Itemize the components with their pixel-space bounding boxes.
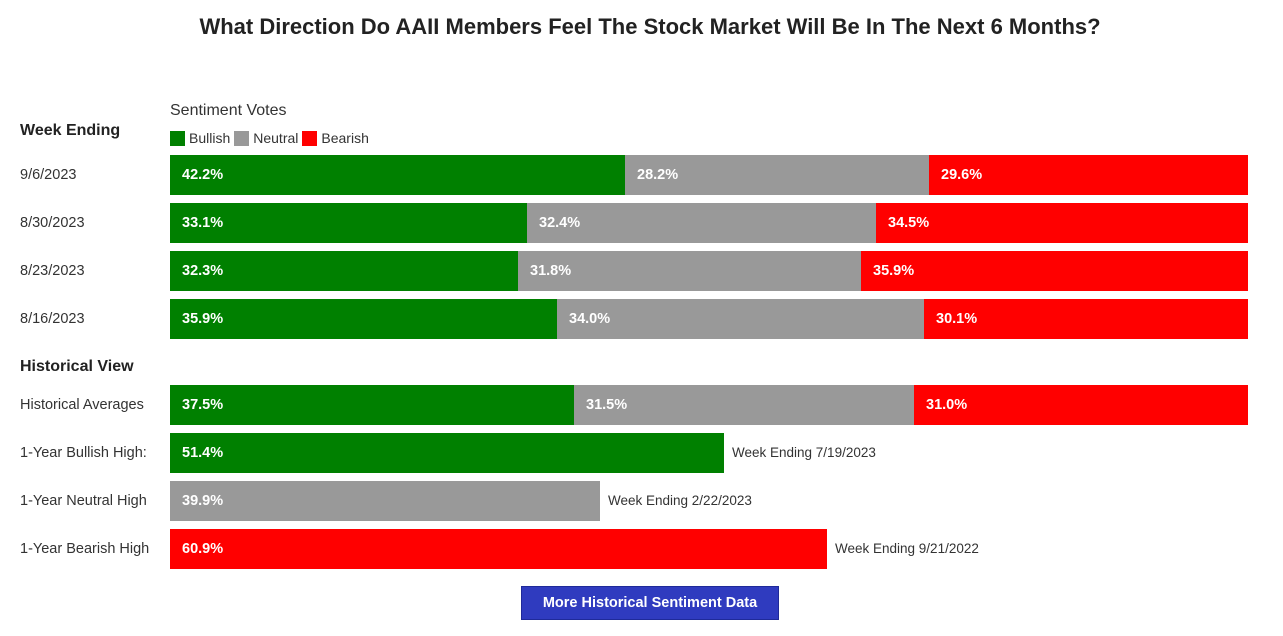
neutral-high-label: 1-Year Neutral High [20, 493, 147, 509]
chart-title: What Direction Do AAII Members Feel The … [199, 14, 1101, 39]
week-row-bullish-segment: 32.3% [170, 251, 518, 291]
historical-averages-bullish-segment: 37.5% [170, 385, 574, 425]
week-row-bearish-segment: 29.6% [929, 155, 1248, 195]
week-label: 8/16/2023 [20, 311, 85, 327]
more-historical-data-button[interactable]: More Historical Sentiment Data [521, 586, 779, 620]
week-row-bearish-segment: 30.1% [924, 299, 1248, 339]
legend-label-bearish: Bearish [321, 130, 369, 146]
week-label: 8/23/2023 [20, 263, 85, 279]
neutral-high-date-note: Week Ending 2/22/2023 [608, 493, 752, 508]
week-row-bearish-segment: 35.9% [861, 251, 1248, 291]
legend-item-neutral: Neutral [234, 130, 298, 146]
legend-label-neutral: Neutral [253, 130, 299, 146]
bullish-high-bar: 51.4% [170, 433, 724, 473]
week-row-neutral-segment: 34.0% [557, 299, 924, 339]
legend-label-bullish: Bullish [189, 130, 231, 146]
week-ending-header: Week Ending [20, 122, 121, 139]
neutral-high-bar: 39.9% [170, 481, 600, 521]
week-row-bar: 33.1% 32.4% 34.5% [170, 203, 1248, 243]
historical-averages-label: Historical Averages [20, 397, 144, 413]
week-label: 9/6/2023 [20, 167, 77, 183]
bearish-high-date-note: Week Ending 9/21/2022 [835, 541, 979, 556]
historical-view-header: Historical View [20, 358, 134, 375]
week-row-neutral-segment: 32.4% [527, 203, 876, 243]
week-row-neutral-segment: 31.8% [518, 251, 861, 291]
historical-averages-neutral-segment: 31.5% [574, 385, 914, 425]
legend-item-bullish: Bullish [170, 130, 230, 146]
historical-averages-bearish-segment: 31.0% [914, 385, 1248, 425]
bullish-swatch [170, 130, 185, 146]
week-row-bearish-segment: 34.5% [876, 203, 1248, 243]
legend-title: Sentiment Votes [170, 102, 287, 119]
week-label: 8/30/2023 [20, 215, 85, 231]
week-row-bullish-segment: 33.1% [170, 203, 527, 243]
bearish-high-bar: 60.9% [170, 529, 827, 569]
bullish-high-date-note: Week Ending 7/19/2023 [732, 445, 876, 460]
bearish-swatch [302, 130, 318, 146]
bullish-high-label: 1-Year Bullish High: [20, 445, 147, 461]
week-row-bar: 35.9% 34.0% 30.1% [170, 299, 1248, 339]
legend: Bullish Neutral Bearish [170, 130, 373, 146]
week-row-bullish-segment: 42.2% [170, 155, 625, 195]
week-row-neutral-segment: 28.2% [625, 155, 929, 195]
bearish-high-label: 1-Year Bearish High [20, 541, 150, 557]
week-row-bar: 32.3% 31.8% 35.9% [170, 251, 1248, 291]
legend-item-bearish: Bearish [302, 130, 369, 146]
historical-averages-bar: 37.5% 31.5% 31.0% [170, 385, 1248, 425]
neutral-swatch [234, 130, 250, 146]
week-row-bullish-segment: 35.9% [170, 299, 557, 339]
week-row-bar: 42.2% 28.2% 29.6% [170, 155, 1248, 195]
